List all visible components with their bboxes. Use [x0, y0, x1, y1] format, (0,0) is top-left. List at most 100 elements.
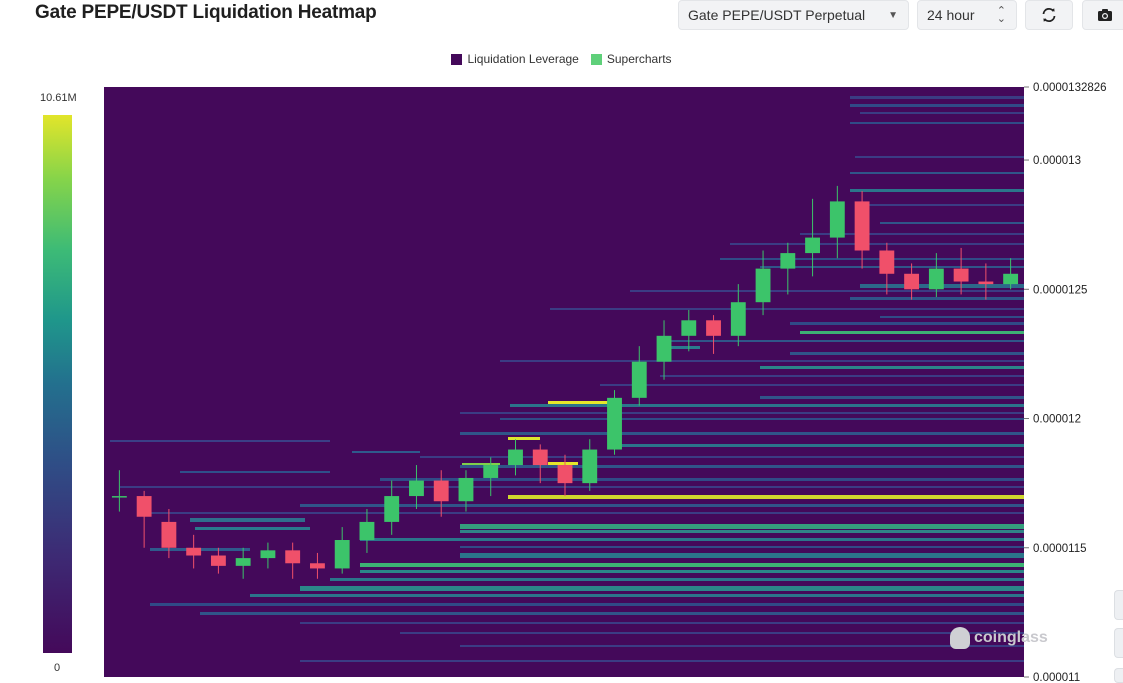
refresh-button[interactable] [1025, 0, 1073, 30]
candle-body [359, 521, 375, 541]
y-tick-label: 0.0000125 [1033, 284, 1087, 296]
liquidation-band [460, 553, 1024, 558]
legend-item-supercharts[interactable]: Supercharts [590, 52, 672, 66]
candle-body [285, 550, 301, 564]
liquidation-band [660, 340, 1024, 342]
liquidation-band [460, 465, 1024, 468]
liquidation-band [730, 243, 1024, 245]
camera-icon [1097, 9, 1112, 21]
liquidation-band [760, 396, 1024, 399]
candle-body [532, 449, 548, 466]
y-tick-label: 0.0000115 [1033, 543, 1087, 555]
liquidation-band [550, 308, 1024, 310]
liquidation-band [800, 233, 1024, 235]
legend-label: Supercharts [606, 52, 672, 66]
liquidation-band [460, 524, 1024, 529]
liquidation-band [360, 538, 1024, 541]
liquidation-band [790, 322, 1024, 325]
side-scroll-handle[interactable] [1114, 628, 1123, 658]
candle-body [904, 273, 920, 290]
liquidation-band-hot [180, 471, 330, 473]
liquidation-band [460, 645, 1024, 647]
liquidation-band [510, 404, 1024, 407]
liquidation-band [660, 375, 1024, 377]
liquidation-band [330, 578, 1024, 581]
candle-body [730, 302, 746, 336]
liquidation-band [200, 612, 1024, 615]
refresh-icon [1042, 7, 1056, 23]
watermark-text: coinglass [974, 629, 1048, 646]
liquidation-band [460, 432, 1024, 435]
screenshot-button[interactable] [1082, 0, 1123, 30]
candle-body [607, 397, 622, 450]
liquidation-band-hot [508, 437, 540, 440]
liquidation-band [620, 444, 1024, 447]
candle-body [310, 563, 325, 569]
colorbar-max-label: 10.61M [40, 92, 77, 104]
liquidation-band [600, 384, 1024, 386]
liquidation-band [855, 156, 1024, 158]
page-title: Gate PEPE/USDT Liquidation Heatmap [35, 2, 377, 23]
liquidation-band [500, 360, 1024, 362]
y-tick-label: 0.000013 [1033, 155, 1081, 167]
liquidation-band [850, 96, 1024, 99]
candle-body [458, 477, 474, 502]
liquidation-band-hot [548, 401, 620, 404]
liquidation-band [150, 603, 1024, 606]
candle-body [260, 550, 276, 559]
caret-down-icon: ▼ [888, 9, 898, 21]
candle-body [631, 361, 647, 398]
liquidation-band [360, 563, 1024, 567]
candle-body [384, 496, 400, 522]
colorbar-min-label: 0 [54, 662, 61, 674]
candle-body [953, 268, 969, 282]
liquidation-band [250, 594, 1024, 597]
candle-body [409, 480, 424, 497]
y-tick-label: 0.000011 [1033, 672, 1080, 681]
side-scroll-handle[interactable] [1114, 590, 1123, 620]
liquidation-band-hot [195, 527, 310, 530]
candle-body [879, 250, 895, 274]
liquidation-band [360, 570, 1024, 573]
timeframe-select-value: 24 hour [927, 7, 975, 23]
candle-body [805, 237, 820, 254]
candle-body [780, 253, 796, 269]
liquidation-band [420, 456, 1024, 458]
liquidation-band [380, 478, 1024, 481]
y-tick-label: 0.0000132826 [1033, 82, 1107, 94]
candle-body [582, 449, 598, 484]
liquidation-band [850, 172, 1024, 174]
candle-body [235, 558, 251, 566]
liquidation-band [860, 112, 1024, 114]
coinglass-watermark: coinglass [950, 627, 1048, 649]
liquidation-band-hot [190, 518, 305, 522]
liquidation-band [460, 546, 1024, 548]
candle-body [854, 201, 870, 251]
liquidation-band-hot [548, 462, 578, 465]
candle-body [706, 320, 721, 336]
updown-icon: ⌃ ⌄ [996, 5, 1006, 25]
liquidation-band-hot [110, 440, 330, 442]
chart-legend: Liquidation Leverage Supercharts [0, 52, 1123, 66]
candle-body [755, 268, 771, 303]
liquidation-band-hot [665, 346, 700, 349]
pair-select[interactable]: Gate PEPE/USDT Perpetual ▼ [678, 0, 909, 30]
candle-body [186, 547, 202, 556]
liquidation-band [300, 660, 1024, 662]
liquidation-band [630, 290, 1024, 292]
legend-item-liquidation-leverage[interactable]: Liquidation Leverage [451, 52, 579, 66]
liquidation-band [850, 122, 1024, 124]
timeframe-select[interactable]: 24 hour ⌃ ⌄ [917, 0, 1017, 30]
candle-body [508, 449, 523, 466]
candle-body [978, 281, 994, 285]
liquidation-band [120, 486, 1024, 488]
liquidation-band [300, 586, 1024, 591]
liquidation-band [850, 297, 1024, 300]
candle-body [111, 496, 127, 498]
candle-body [483, 465, 499, 478]
liquidation-band-hot [462, 463, 500, 465]
liquidation-band [300, 622, 1024, 624]
colorbar [43, 115, 72, 653]
liquidation-band [460, 530, 1024, 533]
